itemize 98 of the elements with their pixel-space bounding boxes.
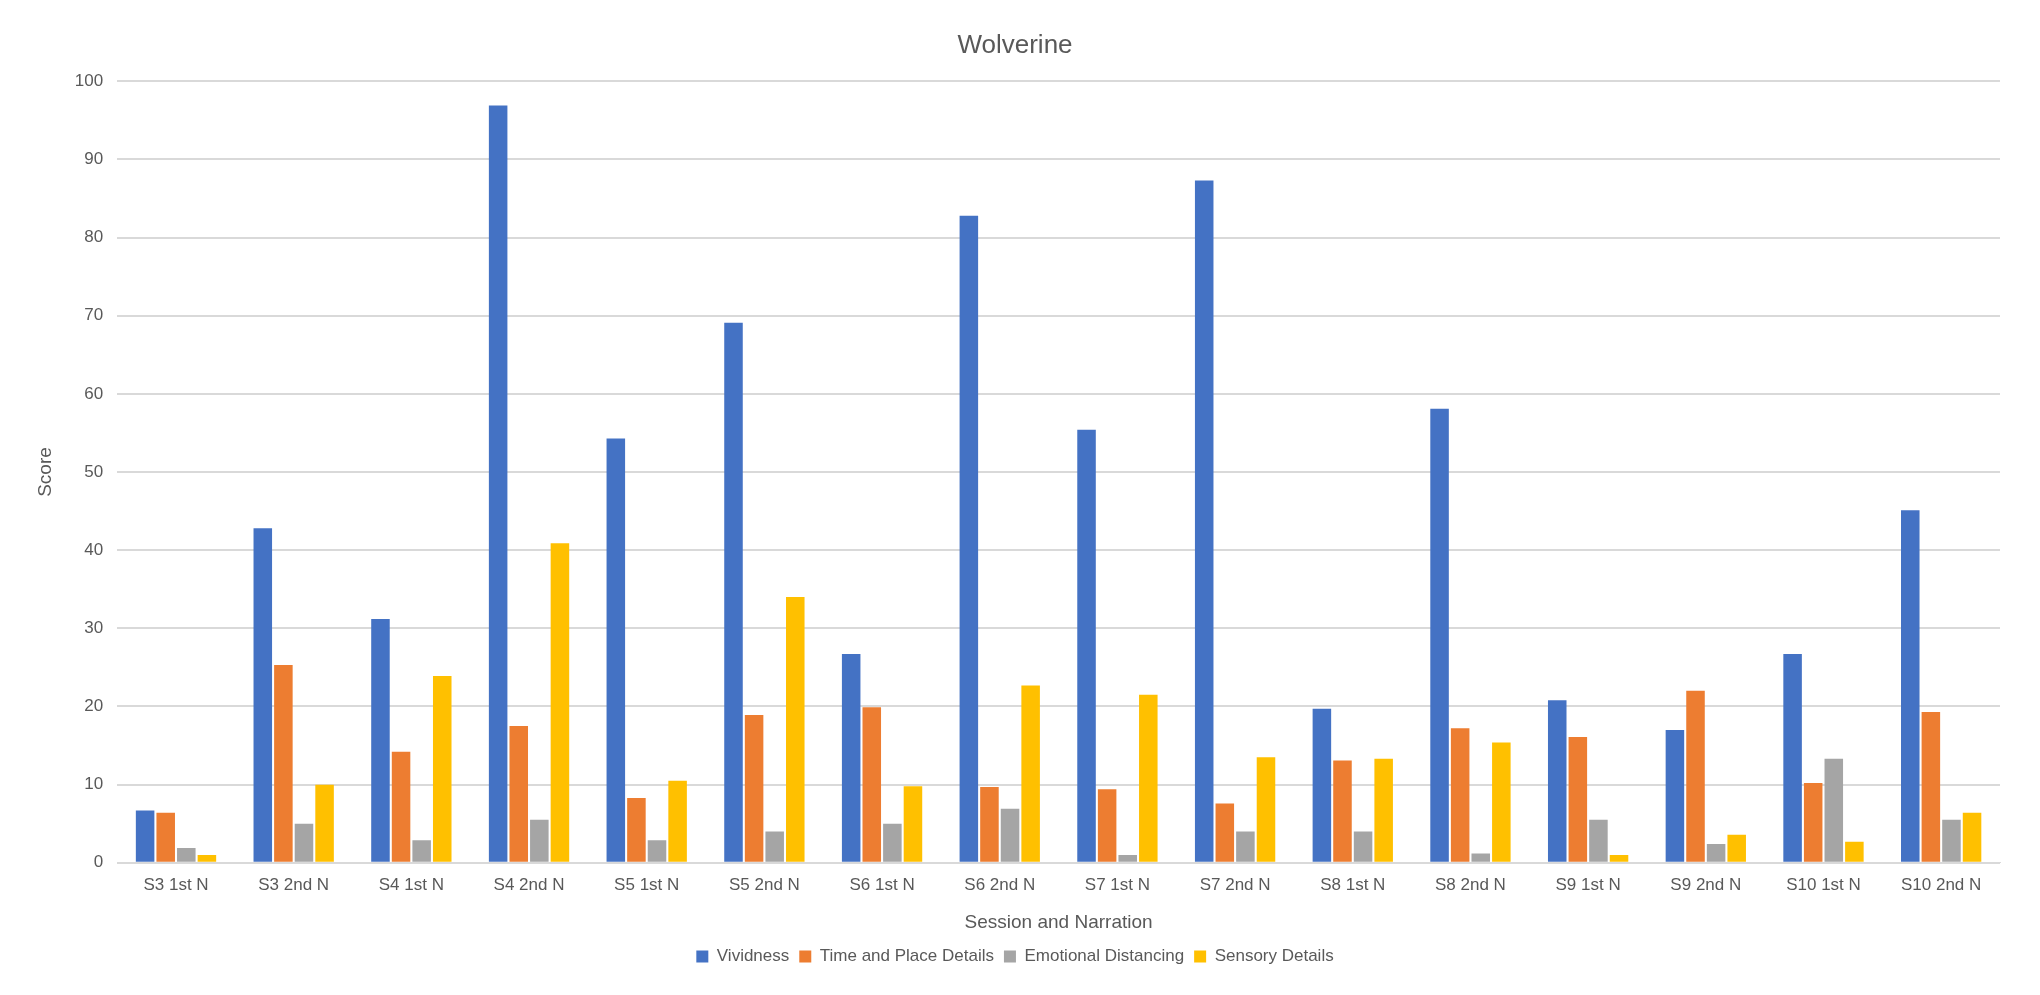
bar: [1921, 711, 1941, 862]
bar: [294, 823, 314, 862]
bar: [156, 812, 175, 862]
x-tick-label: S7 1st N: [1084, 874, 1151, 894]
bar: [1609, 854, 1629, 862]
bar: [371, 618, 390, 862]
y-tick-label: 70: [84, 305, 104, 325]
x-tick-label: S9 1st N: [1555, 874, 1621, 894]
legend-label: Time and Place Details: [819, 946, 994, 966]
x-tick-label: S10 1st N: [1786, 874, 1861, 894]
bar: [647, 840, 667, 862]
y-tick-label: 40: [84, 539, 104, 559]
y-tick-label: 80: [84, 227, 104, 247]
bar: [1236, 831, 1255, 862]
legend-label: Sensory Details: [1214, 946, 1334, 966]
bar: [980, 786, 999, 862]
bar: [1783, 654, 1802, 862]
bar: [197, 854, 217, 862]
bar: [1727, 834, 1746, 862]
bar: [1139, 694, 1158, 862]
bar: [1256, 757, 1276, 862]
bar: [1194, 180, 1214, 862]
bar: [391, 751, 411, 862]
x-tick-label: S3 2nd N: [258, 874, 330, 894]
bar: [1803, 783, 1823, 862]
bar: [135, 810, 155, 862]
y-tick-label: 60: [84, 383, 104, 403]
bar: [959, 215, 979, 862]
bar: [315, 784, 334, 862]
y-axis-title: Score: [33, 447, 55, 497]
bar: [862, 707, 882, 862]
bar: [903, 786, 923, 862]
bar: [1492, 742, 1511, 862]
bar: [253, 528, 273, 862]
x-tick-label: S5 1st N: [614, 874, 680, 894]
bar: [1312, 708, 1332, 862]
bar: [786, 597, 805, 862]
bar: [1374, 758, 1393, 862]
bar: [1547, 700, 1567, 862]
x-tick-label: S6 1st N: [849, 874, 915, 894]
y-tick-label: 10: [84, 774, 104, 794]
bar: [627, 797, 646, 862]
bar: [1901, 510, 1920, 862]
y-tick-label: 50: [84, 461, 104, 481]
bar: [1118, 854, 1137, 862]
bar: [530, 819, 549, 862]
x-axis-title: Session and Narration: [964, 910, 1153, 932]
bar: [724, 322, 743, 862]
y-tick-label: 100: [74, 70, 104, 90]
bar: [509, 726, 529, 862]
bar: [1942, 819, 1961, 862]
bar: [1568, 736, 1588, 862]
bar: [1665, 729, 1685, 862]
bar: [744, 715, 764, 862]
bar: [1430, 408, 1449, 862]
bar: [1589, 819, 1608, 862]
bar: [1000, 808, 1020, 862]
x-tick-label: S3 1st N: [143, 874, 209, 894]
chart-title: Wolverine: [957, 28, 1073, 59]
bar: [1706, 844, 1726, 862]
x-tick-label: S8 2nd N: [1435, 874, 1506, 894]
x-tick-label: S10 2nd N: [1900, 874, 1982, 894]
bar: [177, 847, 196, 862]
bar: [488, 105, 508, 862]
x-tick-label: S9 2nd N: [1670, 874, 1742, 894]
x-tick-label: S4 1st N: [378, 874, 444, 894]
x-tick-label: S6 2nd N: [964, 874, 1036, 894]
bar: [1450, 728, 1470, 862]
bar: [1471, 853, 1491, 862]
y-tick-label: 30: [84, 618, 104, 638]
x-tick-label: S8 1st N: [1320, 874, 1386, 894]
bar: [765, 831, 784, 862]
bar: [274, 665, 293, 862]
x-tick-label: S4 2nd N: [493, 874, 565, 894]
bar: [1077, 429, 1096, 862]
bar: [668, 780, 687, 862]
x-tick-label: S5 2nd N: [728, 874, 800, 894]
x-tick-label: S7 2nd N: [1199, 874, 1271, 894]
bar: [1686, 690, 1705, 862]
bar: [1824, 758, 1844, 862]
bar: [1845, 841, 1864, 862]
legend-label: Vividness: [716, 946, 790, 966]
bar: [550, 543, 570, 862]
bar: [1333, 760, 1352, 862]
bar: [1097, 789, 1117, 862]
bar: [1215, 803, 1235, 862]
y-tick-label: 0: [93, 852, 104, 872]
bar: [1353, 831, 1373, 862]
y-tick-label: 90: [84, 149, 104, 169]
bar: [1962, 812, 1982, 862]
bar: [841, 654, 861, 862]
bar: [1021, 685, 1040, 862]
bar: [432, 676, 452, 862]
bar: [606, 438, 626, 862]
bar: [412, 840, 431, 862]
y-tick-label: 20: [84, 696, 104, 716]
legend-label: Emotional Distancing: [1024, 946, 1185, 966]
bar: [883, 823, 902, 862]
